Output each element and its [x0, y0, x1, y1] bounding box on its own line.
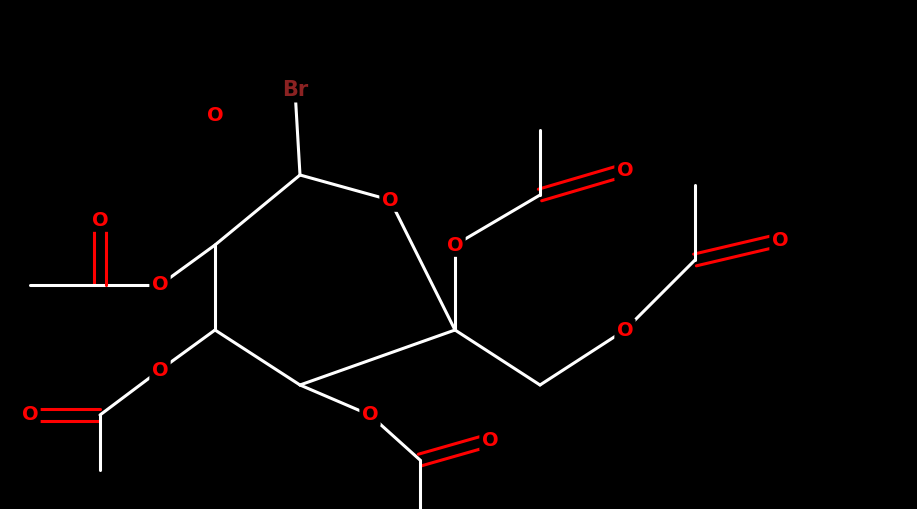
Text: O: O: [22, 406, 39, 425]
Text: O: O: [206, 105, 224, 125]
Text: Br: Br: [282, 80, 308, 100]
Text: O: O: [151, 275, 169, 295]
Text: O: O: [361, 406, 379, 425]
Text: O: O: [447, 236, 463, 254]
Text: O: O: [617, 160, 634, 180]
Text: O: O: [381, 190, 398, 210]
Text: O: O: [772, 231, 789, 249]
Text: O: O: [617, 321, 634, 340]
Text: O: O: [151, 360, 169, 380]
Text: O: O: [481, 431, 498, 449]
Text: O: O: [92, 211, 108, 230]
